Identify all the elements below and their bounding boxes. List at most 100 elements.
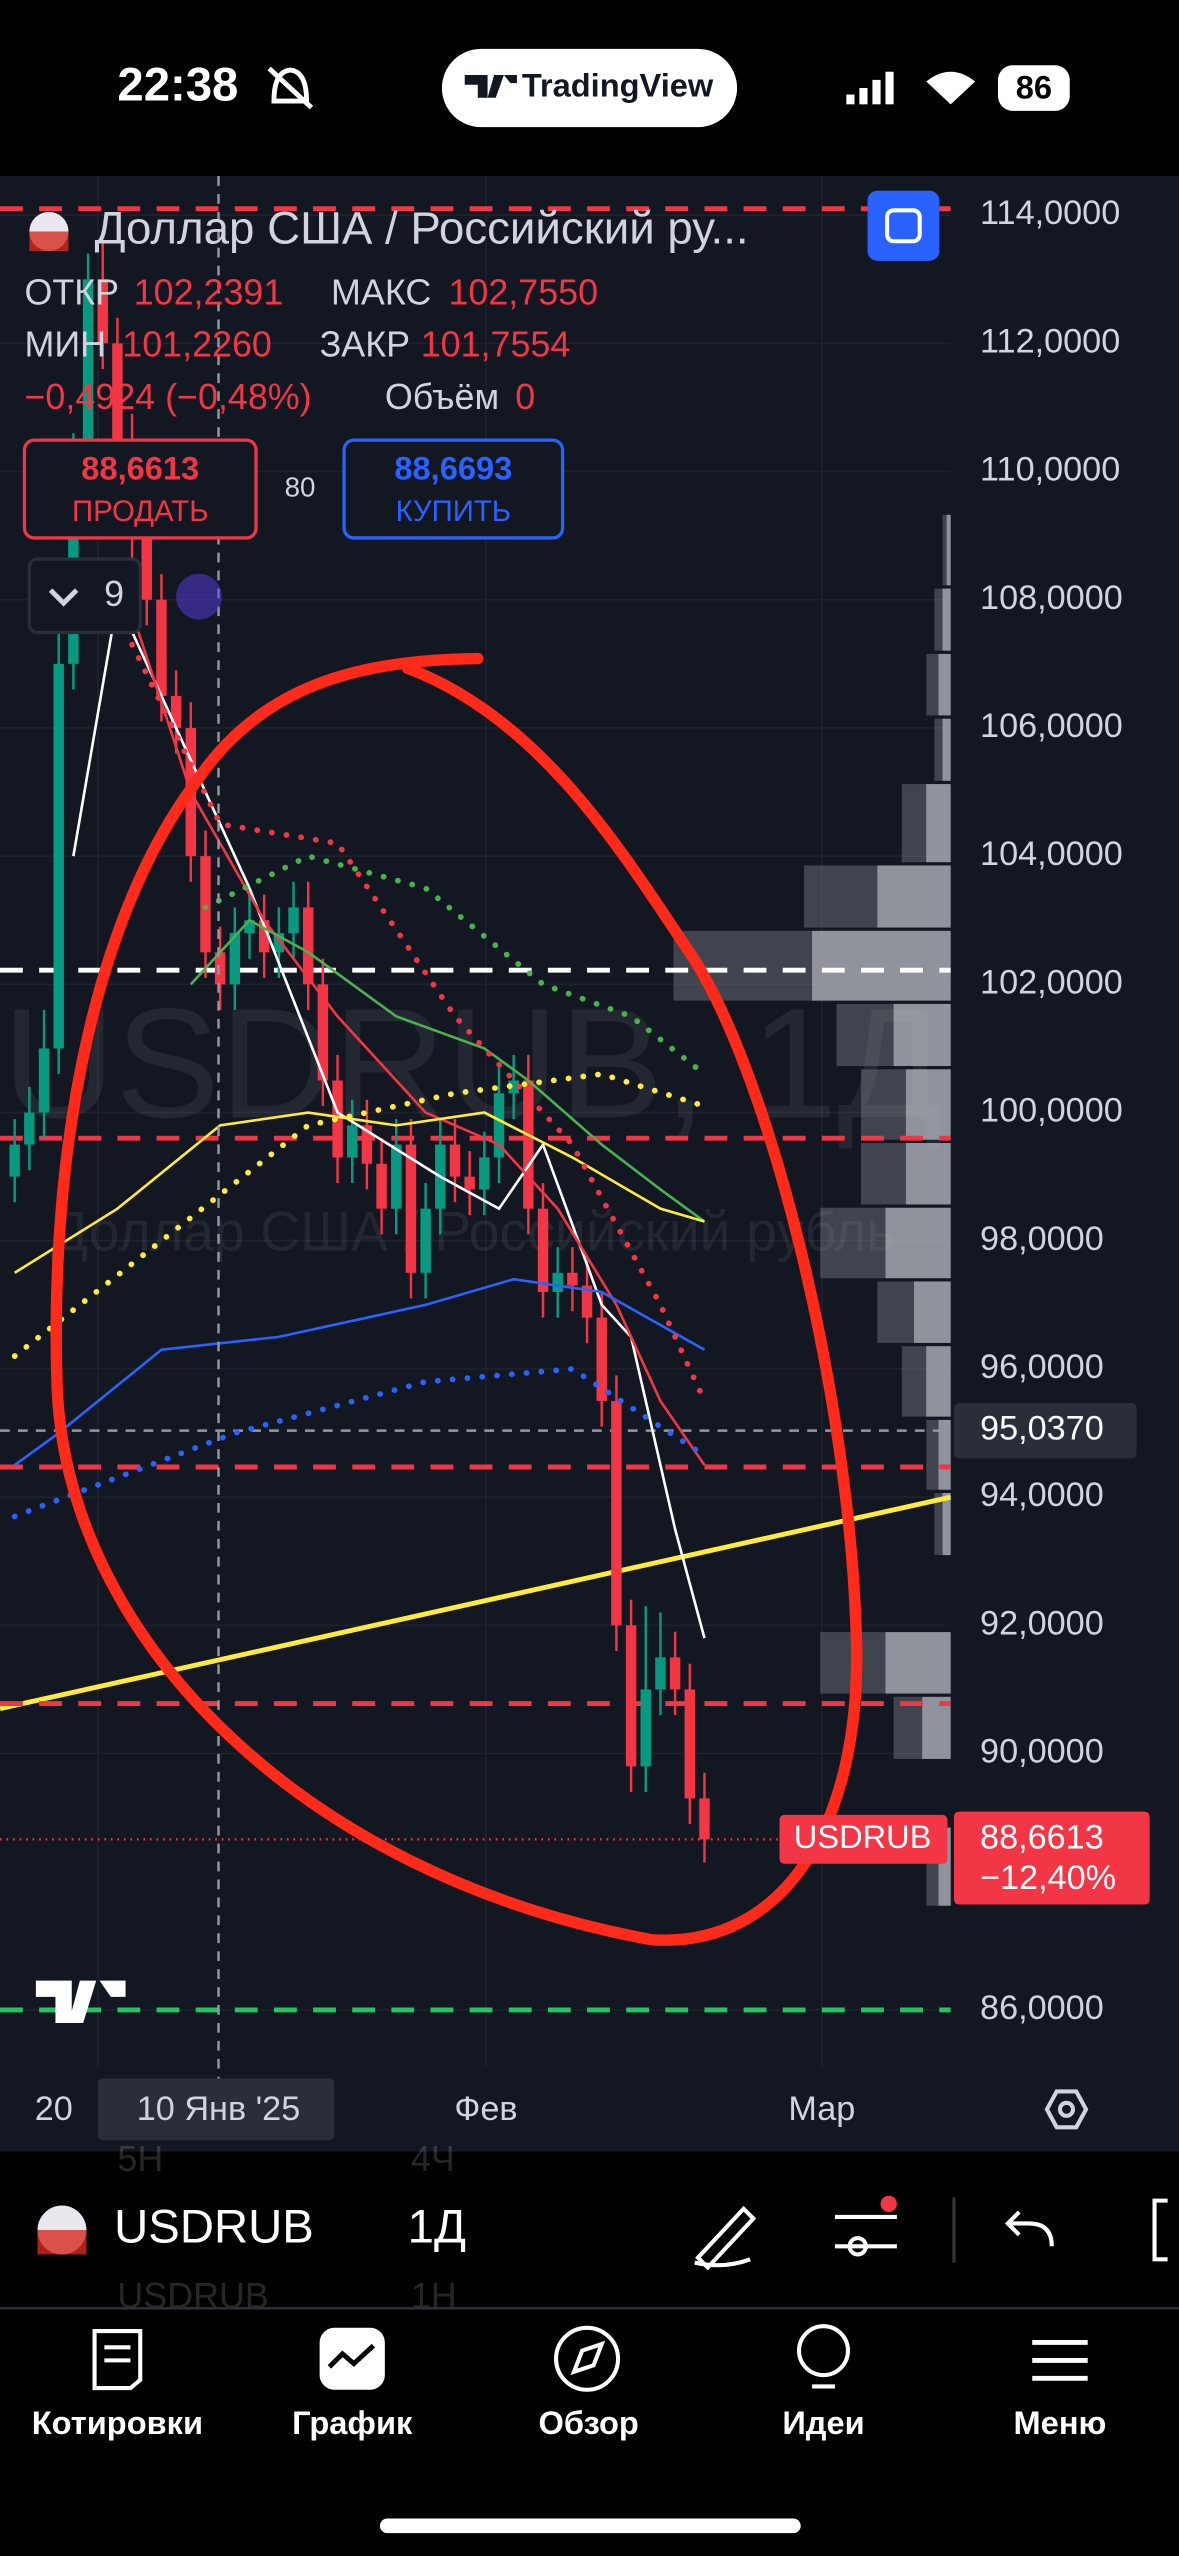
tv-logo	[464, 74, 517, 98]
volume-bar-core	[938, 1419, 951, 1490]
candle-body	[493, 1093, 505, 1158]
spread: 80	[285, 471, 316, 502]
chevron	[48, 588, 79, 607]
undo-icon[interactable]	[1004, 2210, 1054, 2247]
y-tick-label: 110,0000	[980, 451, 1120, 489]
candle-body	[156, 599, 167, 696]
app-name: TradingView	[522, 67, 714, 104]
tab-label[interactable]: Обзор	[539, 2404, 639, 2441]
candle-body	[347, 1125, 358, 1158]
candle-body	[258, 920, 270, 953]
volume-bar-core	[905, 1143, 951, 1205]
price-axis: 114,0000 112,0000 110,0000 108,0000 106,0000…	[779, 194, 1150, 2027]
low-label: МИН	[24, 325, 106, 365]
close-value: 101,7554	[421, 325, 571, 365]
candle-body	[229, 933, 241, 985]
y-tick-label: 114,0000	[980, 194, 1120, 232]
candle-body	[376, 1163, 387, 1209]
indicator-line	[116, 567, 706, 1466]
y-tick-label: 92,0000	[980, 1604, 1104, 1642]
x-tick-label: 10 Янв '25	[137, 2090, 300, 2128]
candle-body	[669, 1657, 681, 1690]
signal-icon	[846, 71, 894, 105]
x-tick-label: Мар	[788, 2090, 855, 2128]
fullscreen-button[interactable]	[867, 190, 940, 261]
candle-body	[391, 1144, 402, 1209]
last-symbol: USDRUB	[794, 1818, 932, 1855]
last-change: −12,40%	[980, 1859, 1116, 1897]
low-value: 101,2260	[122, 325, 272, 365]
toolbar	[0, 2151, 1179, 2309]
tab-label[interactable]: График	[292, 2404, 413, 2441]
chart-logo	[35, 1980, 126, 2023]
silent-icon	[267, 66, 314, 110]
volume-label: Объём	[385, 377, 499, 417]
indicators-toggle[interactable]	[27, 557, 142, 635]
y-tick-label: 106,0000	[980, 707, 1123, 745]
high-value: 102,7550	[448, 273, 598, 313]
y-tick-label: 100,0000	[980, 1092, 1123, 1130]
candle-body	[449, 1144, 461, 1177]
candle-body	[655, 1657, 666, 1690]
y-tick-label: 102,0000	[980, 963, 1123, 1001]
candle-body	[38, 1048, 50, 1113]
open-value: 102,2391	[134, 273, 284, 313]
candle-body	[53, 663, 64, 1049]
trendline	[0, 1494, 951, 1712]
toolbar-interval[interactable]: 1Д	[408, 2200, 466, 2253]
tab-label[interactable]: Идеи	[782, 2404, 864, 2441]
sync-icon[interactable]	[176, 573, 222, 620]
sell-button[interactable]	[22, 438, 258, 540]
indicators-icon[interactable]	[834, 2214, 897, 2257]
ghost-item: 4Ч	[411, 2139, 455, 2179]
candle-body	[420, 1208, 431, 1273]
buy-label: КУПИТЬ	[396, 495, 511, 528]
candle-body	[699, 1798, 710, 1840]
candle-body	[24, 1112, 35, 1145]
volume-bar-core	[942, 588, 951, 651]
tab-label[interactable]: Меню	[1014, 2404, 1107, 2441]
volume-bar-core	[922, 1696, 951, 1759]
buy-button[interactable]	[342, 438, 565, 540]
volume-bar-core	[877, 865, 951, 928]
volume-bar-core	[938, 653, 951, 716]
candle-body	[82, 279, 94, 472]
candle-body	[170, 695, 182, 728]
app-pill[interactable]	[441, 48, 738, 128]
last-price: 88,6613	[980, 1818, 1104, 1856]
candle-body	[552, 1272, 563, 1293]
candle-body	[9, 1144, 20, 1177]
home-indicator	[379, 2518, 801, 2534]
tab-label[interactable]: Котировки	[32, 2404, 203, 2441]
explore-icon	[554, 2325, 621, 2392]
candle-body	[508, 1080, 519, 1094]
candle-body	[112, 343, 123, 440]
watermark-description: Доллар США / Российский рубль	[51, 1200, 896, 1262]
candle-body	[273, 933, 285, 953]
settings-icon[interactable]	[1044, 2089, 1089, 2130]
volume-bar-core	[914, 1281, 951, 1343]
candle-body	[581, 1285, 593, 1318]
y-tick-label: 86,0000	[980, 1989, 1104, 2027]
notification-dot	[880, 2195, 897, 2213]
toolbar-symbol[interactable]: USDRUB	[114, 2200, 314, 2253]
candle-body	[567, 1272, 578, 1286]
sell-price: 88,6613	[81, 450, 199, 487]
volume-value: 0	[515, 377, 535, 417]
candle-body	[214, 952, 226, 985]
more-icon[interactable]	[1152, 2198, 1168, 2262]
indicator-line	[72, 595, 706, 1639]
last-price-box	[953, 1811, 1150, 1905]
indicator-line	[11, 1366, 708, 1520]
crosshair-price-box	[953, 1402, 1137, 1459]
chart-tab-glyph	[327, 2343, 376, 2369]
candle-body	[640, 1689, 651, 1767]
candle-body	[141, 535, 152, 600]
draw-icon[interactable]	[694, 2205, 757, 2271]
candle-body	[523, 1080, 534, 1209]
flag-stripe	[29, 231, 69, 252]
chart-tab-icon	[319, 2327, 385, 2390]
time-axis: 20 10 Янв '25 Фев Мар	[35, 2078, 855, 2141]
sell-label: ПРОДАТЬ	[72, 495, 208, 528]
